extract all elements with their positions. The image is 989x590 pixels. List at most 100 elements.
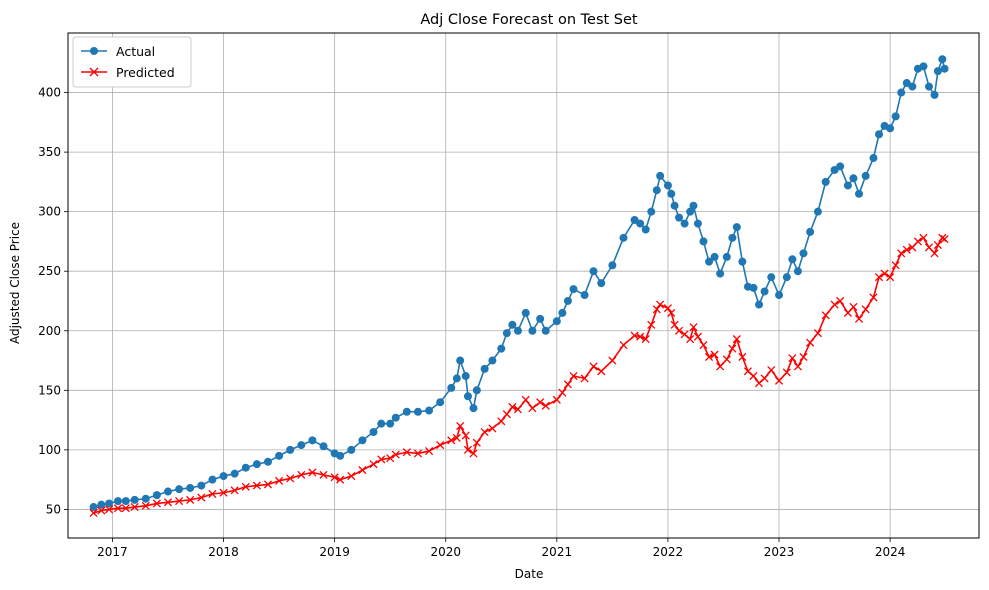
data-point-actual [689, 201, 698, 210]
data-point-predicted [452, 433, 461, 443]
data-point-actual [940, 64, 949, 73]
data-point-predicted [319, 470, 328, 479]
data-point-predicted [891, 261, 900, 270]
data-point-predicted [186, 495, 195, 504]
data-point-actual [589, 267, 598, 276]
x-tick-label: 2017 [97, 545, 128, 559]
data-point-actual [855, 189, 864, 198]
data-point-predicted [569, 371, 578, 381]
data-point-predicted [902, 245, 911, 254]
data-point-predicted [913, 237, 922, 246]
data-point-actual [447, 383, 456, 392]
data-point-actual [670, 201, 679, 210]
y-tick-label: 250 [38, 264, 61, 278]
data-point-predicted [788, 354, 797, 363]
data-point-actual [197, 481, 206, 490]
data-point-predicted [728, 344, 737, 353]
data-point-predicted [849, 302, 858, 311]
data-point-predicted [97, 506, 106, 515]
data-point-predicted [869, 293, 878, 302]
data-point-predicted [693, 332, 702, 341]
plot-frame [67, 32, 980, 539]
data-point-predicted [806, 338, 815, 347]
data-point-actual [336, 451, 345, 460]
x-axis-title: Date [515, 567, 544, 581]
data-point-actual [89, 503, 98, 512]
data-point-predicted [528, 404, 537, 413]
data-point-predicted [767, 366, 776, 375]
data-point-actual [275, 451, 284, 460]
data-point-actual [680, 219, 689, 228]
data-point-actual [869, 154, 878, 163]
y-tick-label: 300 [38, 205, 61, 219]
data-point-predicted [930, 249, 939, 258]
data-point-predicted [469, 449, 478, 458]
data-point-actual [141, 494, 150, 503]
data-point-predicted [689, 323, 698, 332]
data-point-actual [686, 207, 695, 216]
data-point-predicted [461, 431, 470, 440]
data-point-predicted [897, 249, 906, 258]
data-point-actual [552, 317, 561, 326]
data-point-predicted [508, 402, 517, 412]
data-point-actual [821, 177, 830, 186]
data-point-actual [219, 472, 228, 481]
data-point-predicted [488, 424, 497, 433]
data-point-actual [130, 495, 139, 504]
data-point-actual [749, 283, 758, 292]
data-point-actual [722, 252, 731, 261]
y-tick-label: 100 [38, 443, 61, 457]
data-point-actual [358, 436, 367, 445]
data-point-actual [788, 255, 797, 264]
data-point-actual [767, 273, 776, 282]
data-point-predicted [782, 368, 791, 377]
data-point-predicted [854, 314, 864, 323]
data-point-actual [875, 130, 884, 139]
data-point-actual [105, 499, 114, 508]
x-tick-label: 2018 [208, 545, 239, 559]
data-point-actual [897, 88, 906, 97]
data-point-actual [436, 398, 445, 407]
data-point-predicted [358, 466, 367, 475]
y-axis-title: Adjusted Close Price [8, 222, 22, 344]
data-point-actual [497, 344, 506, 353]
data-point-predicted [263, 480, 273, 489]
data-point-predicted [774, 376, 784, 385]
legend-predicted-marker [89, 67, 99, 77]
data-point-actual [347, 445, 356, 454]
data-point-actual [230, 469, 239, 478]
data-point-predicted [130, 502, 139, 512]
data-point-actual [938, 55, 947, 64]
data-point-actual [469, 404, 478, 413]
data-point-actual [377, 419, 386, 428]
data-point-predicted [667, 308, 676, 317]
data-point-predicted [121, 504, 130, 513]
data-point-predicted [241, 482, 250, 491]
series-actual [89, 55, 949, 512]
data-point-actual [597, 279, 606, 288]
data-point-predicted [219, 488, 228, 497]
data-point-predicted [652, 305, 661, 314]
data-point-actual [580, 291, 589, 300]
grid-layer [68, 33, 979, 538]
data-point-actual [97, 500, 106, 509]
data-point-predicted [472, 438, 481, 447]
data-point-predicted [636, 332, 645, 341]
data-point-predicted [541, 401, 550, 410]
data-point-actual [413, 407, 422, 416]
x-tick-label: 2024 [875, 545, 906, 559]
data-point-actual [849, 174, 858, 183]
data-point-actual [113, 497, 122, 506]
data-point-predicted [513, 405, 523, 414]
data-point-predicted [749, 371, 758, 381]
data-point-actual [861, 171, 870, 180]
data-point-actual [663, 181, 672, 190]
data-point-actual [297, 441, 306, 450]
data-point-predicted [347, 472, 356, 481]
data-point-actual [652, 186, 661, 195]
data-point-predicted [497, 417, 506, 426]
data-point-actual [656, 171, 665, 180]
data-point-actual [121, 497, 130, 506]
data-point-actual [782, 273, 791, 282]
data-point-predicted [938, 233, 947, 242]
